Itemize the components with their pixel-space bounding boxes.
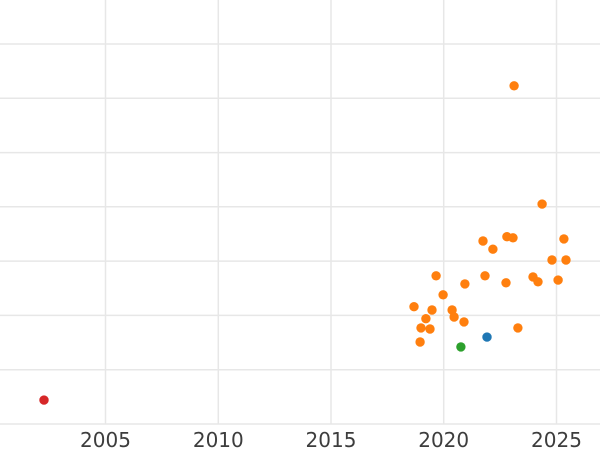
data-point xyxy=(501,278,511,288)
x-tick-label: 2025 xyxy=(531,428,582,450)
data-point xyxy=(533,277,543,287)
data-point xyxy=(427,305,437,315)
data-point xyxy=(513,323,523,333)
data-point xyxy=(537,199,547,209)
data-point xyxy=(425,324,435,334)
data-point xyxy=(431,271,441,281)
data-point xyxy=(547,255,557,265)
data-point xyxy=(482,332,492,342)
data-point xyxy=(561,255,571,265)
data-point xyxy=(421,314,431,324)
series-blue xyxy=(482,332,492,342)
x-tick-label: 2005 xyxy=(80,428,131,450)
series-orange xyxy=(409,81,571,347)
data-point xyxy=(449,312,459,322)
data-point xyxy=(409,302,419,312)
data-point xyxy=(478,236,488,246)
data-point xyxy=(456,342,466,352)
data-point xyxy=(480,271,490,281)
x-tick-label: 2015 xyxy=(306,428,357,450)
data-point xyxy=(438,290,448,300)
data-point xyxy=(459,317,469,327)
data-point xyxy=(559,234,569,244)
data-point xyxy=(416,323,426,333)
data-point xyxy=(488,244,498,254)
x-tick-label: 2010 xyxy=(193,428,244,450)
x-tick-label: 2020 xyxy=(418,428,469,450)
data-point xyxy=(553,275,563,285)
data-point xyxy=(415,337,425,347)
series-green xyxy=(456,342,466,352)
x-axis-tick-labels: 2005 2010 2015 2020 2025 xyxy=(80,428,582,450)
gridlines xyxy=(0,0,600,425)
data-point xyxy=(460,279,470,289)
data-point xyxy=(508,233,518,243)
data-point xyxy=(39,395,49,405)
series-red xyxy=(39,395,49,405)
data-point xyxy=(509,81,519,91)
